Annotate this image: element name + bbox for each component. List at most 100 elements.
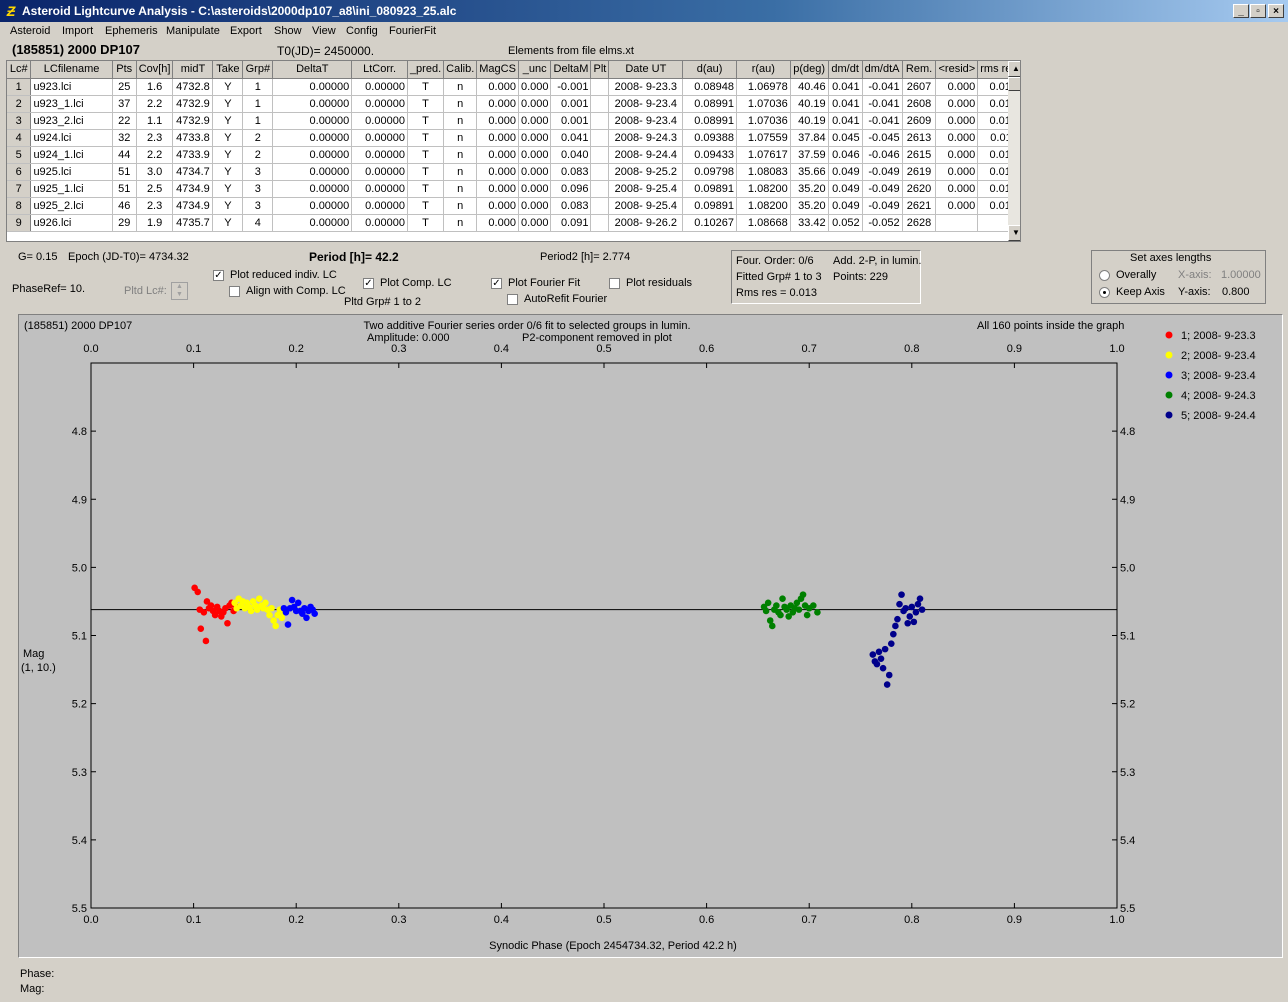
table-cell[interactable]: -0.046 <box>862 146 903 164</box>
table-cell[interactable]: 1.07036 <box>736 112 791 130</box>
plot-reduced-checkbox[interactable]: ✓ <box>213 270 224 281</box>
table-cell[interactable]: 2 <box>242 129 274 147</box>
table-cell[interactable] <box>590 197 610 215</box>
table-cell[interactable]: 0.09798 <box>682 163 737 181</box>
close-button[interactable]: × <box>1268 4 1284 18</box>
table-cell[interactable]: 2608 <box>902 95 937 113</box>
table-cell[interactable]: n <box>443 78 478 96</box>
table-cell[interactable]: u923_2.lci <box>30 112 113 130</box>
table-cell[interactable]: 0.083 <box>550 163 592 181</box>
table-cell[interactable]: 0.00000 <box>351 112 408 130</box>
table-cell[interactable]: -0.049 <box>862 180 903 198</box>
table-cell[interactable]: 2621 <box>902 197 937 215</box>
table-cell[interactable]: -0.041 <box>862 112 903 130</box>
autorefit-checkbox[interactable] <box>507 294 518 305</box>
table-cell[interactable]: 2.2 <box>136 146 174 164</box>
table-cell[interactable]: 0.046 <box>828 146 863 164</box>
table-cell[interactable]: 2.5 <box>136 180 174 198</box>
column-header[interactable]: MagCS <box>476 61 519 79</box>
table-cell[interactable]: 35.20 <box>790 197 829 215</box>
title-bar[interactable]: Ƶ Asteroid Lightcurve Analysis - C:\aste… <box>0 0 1288 22</box>
table-cell[interactable]: 4734.9 <box>172 180 214 198</box>
table-cell[interactable]: 0.00000 <box>351 146 408 164</box>
table-cell[interactable]: 33.42 <box>790 214 829 232</box>
table-cell[interactable]: u923.lci <box>30 78 113 96</box>
table-cell[interactable]: 29 <box>112 214 137 232</box>
table-cell[interactable]: 4732.9 <box>172 112 214 130</box>
plot-svg[interactable]: 0.0 0.0 0.1 0.1 0.2 0.2 0.3 0.3 0.4 0.4 0.5 0.5 0.6 0… <box>19 315 1282 957</box>
plot-fourier-checkbox[interactable]: ✓ <box>491 278 502 289</box>
table-cell[interactable]: 1.6 <box>136 78 174 96</box>
table-cell[interactable]: Y <box>212 180 244 198</box>
table-cell[interactable]: 2619 <box>902 163 937 181</box>
align-comp-checkbox[interactable] <box>229 286 240 297</box>
table-cell[interactable]: 35.20 <box>790 180 829 198</box>
table-cell[interactable]: T <box>407 146 445 164</box>
table-cell[interactable]: 1.08200 <box>736 180 791 198</box>
table-cell[interactable]: 0.000 <box>518 129 552 147</box>
table-cell[interactable]: 1.07559 <box>736 129 791 147</box>
table-cell[interactable]: 0.000 <box>935 78 979 96</box>
plot-residuals-checkbox[interactable] <box>609 278 620 289</box>
table-cell[interactable]: 0.000 <box>518 197 552 215</box>
table-cell[interactable] <box>590 163 610 181</box>
phaseref-value[interactable]: PhaseRef= 10. <box>12 283 86 295</box>
table-cell[interactable]: u925.lci <box>30 163 113 181</box>
table-cell[interactable]: 37.84 <box>790 129 829 147</box>
table-cell[interactable]: 2008- 9-23.4 <box>608 95 684 113</box>
table-cell[interactable]: 3 <box>242 180 274 198</box>
table-cell[interactable]: 0.000 <box>935 180 979 198</box>
table-cell[interactable]: 0.00000 <box>272 197 353 215</box>
table-cell[interactable]: n <box>443 180 478 198</box>
scroll-down-icon[interactable]: ▼ <box>1008 225 1020 241</box>
menu-import[interactable]: Import <box>62 25 94 37</box>
table-cell[interactable]: 0.08991 <box>682 95 737 113</box>
column-header[interactable]: _pred. <box>407 61 445 79</box>
table-cell[interactable]: 0.091 <box>550 214 592 232</box>
x-axis-value[interactable]: 1.00000 <box>1221 269 1261 281</box>
table-cell[interactable]: 1 <box>242 112 274 130</box>
table-cell[interactable]: 2620 <box>902 180 937 198</box>
menu-manipulate[interactable]: Manipulate <box>166 25 220 37</box>
pltd-lc-stepper[interactable]: ▲ ▼ <box>171 282 188 300</box>
table-cell[interactable]: 0.09891 <box>682 180 737 198</box>
table-cell[interactable]: 0.000 <box>935 95 979 113</box>
table-cell[interactable]: 1.1 <box>136 112 174 130</box>
column-header[interactable]: Take <box>212 61 244 79</box>
table-cell[interactable]: u926.lci <box>30 214 113 232</box>
table-cell[interactable]: n <box>443 112 478 130</box>
table-cell[interactable]: 0.041 <box>828 78 863 96</box>
table-cell[interactable]: 2.3 <box>136 129 174 147</box>
table-cell[interactable]: Y <box>212 129 244 147</box>
scroll-up-icon[interactable]: ▲ <box>1008 61 1020 77</box>
table-cell[interactable]: 0.000 <box>935 146 979 164</box>
table-cell[interactable]: 0.000 <box>476 197 519 215</box>
table-cell[interactable]: 1.08200 <box>736 197 791 215</box>
table-cell[interactable]: 0.00000 <box>351 95 408 113</box>
table-cell[interactable]: 1 <box>242 78 274 96</box>
column-header[interactable]: LtCorr. <box>351 61 408 79</box>
table-cell[interactable]: 4733.8 <box>172 129 214 147</box>
overally-radio[interactable] <box>1099 270 1110 281</box>
keep-axis-radio[interactable] <box>1099 287 1110 298</box>
table-cell[interactable]: 1.08668 <box>736 214 791 232</box>
row-number[interactable]: 3 <box>7 112 32 130</box>
table-cell[interactable]: 44 <box>112 146 137 164</box>
table-cell[interactable]: 0.000 <box>476 95 519 113</box>
table-cell[interactable]: T <box>407 129 445 147</box>
table-cell[interactable]: 51 <box>112 180 137 198</box>
column-header[interactable]: Pts <box>112 61 137 79</box>
table-cell[interactable]: 0.000 <box>476 146 519 164</box>
table-cell[interactable]: 3 <box>242 163 274 181</box>
restore-button[interactable]: ▫ <box>1250 4 1266 18</box>
table-cell[interactable]: 3 <box>242 197 274 215</box>
table-cell[interactable]: 25 <box>112 78 137 96</box>
table-cell[interactable]: 0.000 <box>935 129 979 147</box>
table-cell[interactable] <box>935 214 979 232</box>
table-cell[interactable]: 4735.7 <box>172 214 214 232</box>
